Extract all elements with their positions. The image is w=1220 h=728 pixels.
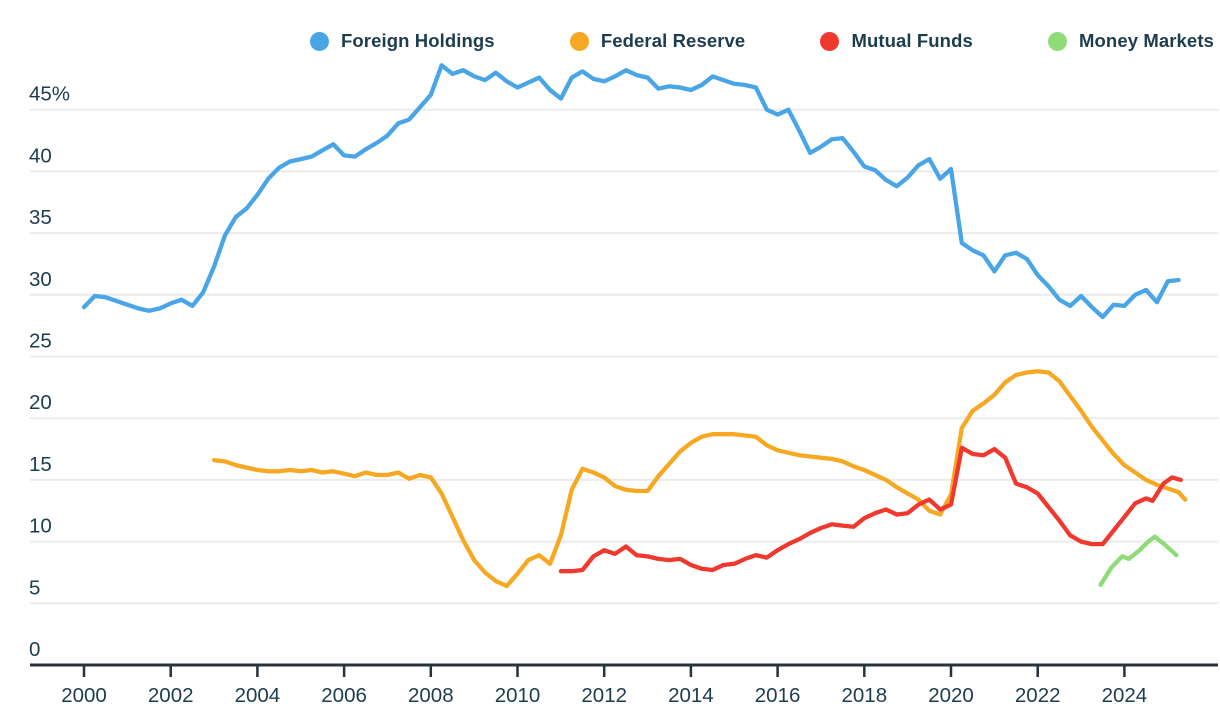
legend-label-federal-reserve: Federal Reserve xyxy=(600,30,746,51)
series-line-federal-reserve xyxy=(211,369,1188,589)
x-tick-label-2010: 2010 xyxy=(495,684,541,707)
x-tick-label-2008: 2008 xyxy=(408,684,454,707)
legend-label-money-markets: Money Markets xyxy=(1079,30,1214,51)
legend-label-mutual-funds: Mutual Funds xyxy=(851,30,973,51)
x-tick-label-2014: 2014 xyxy=(668,684,714,707)
x-tick-label-2000: 2000 xyxy=(61,684,107,707)
y-tick-label-5: 5 xyxy=(29,576,40,599)
y-tick-label-30: 30 xyxy=(29,268,52,291)
x-tick-label-2002: 2002 xyxy=(148,684,194,707)
y-tick-label-25: 25 xyxy=(29,330,52,353)
y-tick-label-20: 20 xyxy=(29,391,52,414)
foreign-holdings-dot-icon xyxy=(310,31,329,51)
series-line-mutual-funds xyxy=(558,445,1183,574)
money-markets-dot-icon xyxy=(1048,31,1068,51)
legend-item-money-markets[interactable]: Money Markets xyxy=(1048,30,1214,52)
legend-item-federal-reserve[interactable]: Federal Reserve xyxy=(569,30,746,52)
y-tick-label-0: 0 xyxy=(29,638,40,661)
x-tick-label-2004: 2004 xyxy=(235,684,281,707)
y-tick-label-45: 45% xyxy=(29,83,70,106)
x-tick-label-2020: 2020 xyxy=(928,684,974,707)
x-tick-label-2024: 2024 xyxy=(1102,684,1148,707)
y-tick-label-35: 35 xyxy=(29,206,52,229)
legend-item-mutual-funds[interactable]: Mutual Funds xyxy=(820,30,973,52)
x-tick-label-2006: 2006 xyxy=(321,684,367,707)
federal-reserve-dot-icon xyxy=(569,31,589,51)
y-tick-label-15: 15 xyxy=(29,453,52,476)
x-tick-label-2012: 2012 xyxy=(581,684,627,707)
x-tick-label-2018: 2018 xyxy=(841,684,887,707)
chart-legend: Foreign Holdings Federal Reserve Mutual … xyxy=(310,30,1214,52)
x-tick-label-2022: 2022 xyxy=(1015,684,1061,707)
mutual-funds-dot-icon xyxy=(820,31,840,51)
legend-label-foreign-holdings: Foreign Holdings xyxy=(341,30,495,51)
y-tick-label-40: 40 xyxy=(29,144,52,167)
y-tick-label-10: 10 xyxy=(29,515,52,538)
series-line-foreign-holdings xyxy=(81,63,1181,320)
series-line-money-markets xyxy=(1098,534,1179,587)
x-tick-label-2016: 2016 xyxy=(755,684,801,707)
legend-item-foreign-holdings[interactable]: Foreign Holdings xyxy=(310,30,495,52)
